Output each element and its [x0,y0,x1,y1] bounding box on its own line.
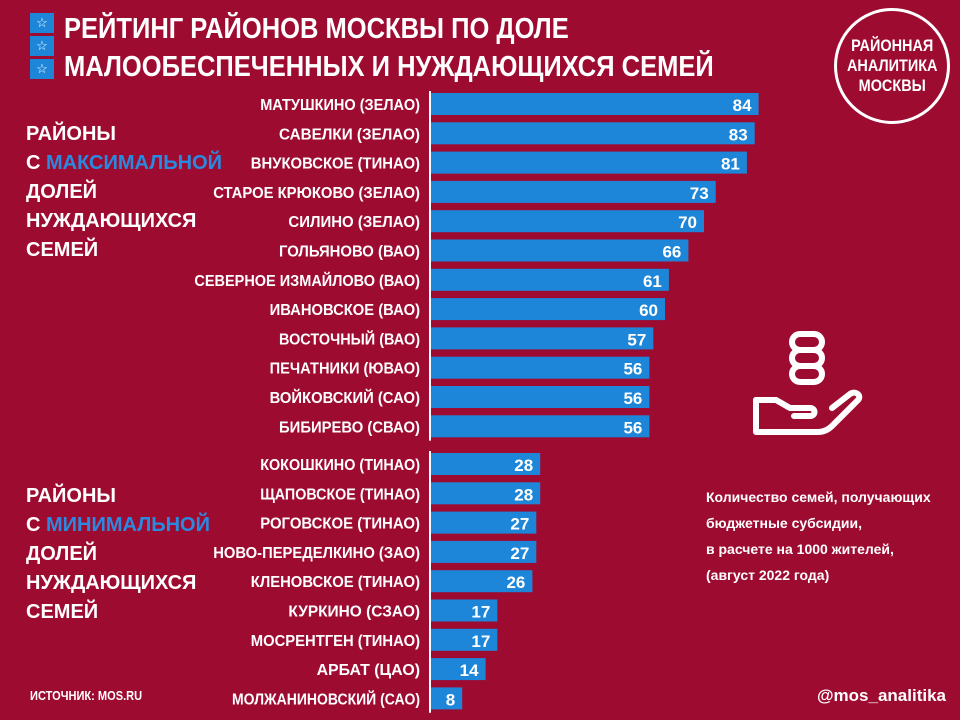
category-label: ИВАНОВСКОЕ (ВАО) [270,302,420,319]
side-label-line: СЕМЕЙ [26,601,99,623]
source-text: ИСТОЧНИК: MOS.RU [30,688,143,703]
star-icon: ☆ [30,36,54,56]
bar [431,180,716,203]
category-label: СЕВЕРНОЕ ИЗМАЙЛОВО (ВАО) [194,271,420,290]
coins-in-hand-icon [753,331,863,435]
side-label-prefix: С [26,152,46,174]
star-icon: ☆ [30,59,54,79]
category-label: РОГОВСКОЕ (ТИНАО) [260,516,420,533]
side-label-line: С МИНИМАЛЬНОЙ [26,511,210,540]
category-label: ГОЛЬЯНОВО (ВАО) [279,244,420,261]
bar [431,122,755,145]
bar [431,327,654,350]
category-label: МОЛЖАНИНОВСКИЙ (САО) [232,689,420,708]
bar [431,482,541,505]
star-icon: ☆ [30,13,54,33]
bar [431,658,486,681]
category-label: КУРКИНО (СЗАО) [288,604,420,621]
category-label: САВЕЛКИ (ЗЕЛАО) [279,126,420,143]
bar [431,687,463,710]
category-label: ВОСТОЧНЫЙ (ВАО) [279,329,420,348]
bar-value-label: 66 [662,243,681,262]
title-line-1: РЕЙТИНГ РАЙОНОВ МОСКВЫ ПО ДОЛЕ [64,13,569,45]
side-label-highlight: МИНИМАЛЬНОЙ [46,514,210,536]
side-label-line: РАЙОНЫ [26,485,116,507]
bar [431,628,498,651]
side-label-line: НУЖДАЮЩИХСЯ [26,572,197,594]
side-label-line: РАЙОНЫ [26,123,116,145]
category-label: ПЕЧАТНИКИ (ЮВАО) [270,361,420,378]
bar-value-label: 27 [510,515,529,534]
bar [431,570,533,593]
bar-value-label: 83 [729,125,748,144]
logo-text: РАЙОННАЯ АНАЛИТИКА МОСКВЫ [846,36,938,95]
category-label: ВНУКОВСКОЕ (ТИНАО) [251,156,420,173]
bar [431,298,665,321]
bar [431,356,650,379]
bar [431,268,669,291]
bar [431,210,704,233]
category-label: БИБИРЕВО (СВАО) [279,419,420,436]
bar-value-label: 27 [510,544,529,563]
bar-value-label: 70 [678,213,697,232]
bar-value-label: 14 [460,661,479,680]
bar-value-label: 56 [623,418,642,437]
bar [431,239,689,262]
bar [431,540,537,563]
bar-value-label: 81 [721,155,740,174]
side-label-highlight: МАКСИМАЛЬНОЙ [46,152,222,174]
bar-value-label: 56 [623,360,642,379]
side-label-prefix: С [26,514,46,536]
bar-value-label: 28 [514,456,533,475]
category-label: ВОЙКОВСКИЙ (САО) [270,388,420,407]
category-label: АРБАТ (ЦАО) [317,662,420,679]
bar [431,415,650,438]
side-label-max: РАЙОНЫ С МАКСИМАЛЬНОЙ ДОЛЕЙ НУЖДАЮЩИХСЯ … [26,120,222,265]
bar [431,511,537,534]
category-label: ЩАПОВСКОЕ (ТИНАО) [260,486,420,503]
chart-note: Количество семей, получающих бюджетные с… [706,489,931,583]
category-label: МАТУШКИНО (ЗЕЛАО) [260,97,420,114]
category-label: НОВО-ПЕРЕДЕЛКИНО (ЗАО) [213,545,420,562]
side-label-line: ДОЛЕЙ [26,543,98,565]
stars-decoration: ☆ ☆ ☆ [30,13,54,82]
bar [431,453,541,475]
bar-value-label: 28 [514,485,533,504]
bar-value-label: 26 [506,573,525,592]
bar-value-label: 84 [733,96,752,115]
bar-value-label: 61 [643,272,662,291]
bar [431,151,747,174]
category-label: МОСРЕНТГЕН (ТИНАО) [251,633,420,650]
bar-value-label: 56 [623,389,642,408]
side-label-line: СЕМЕЙ [26,239,99,261]
bar-value-label: 73 [690,184,709,203]
social-handle: @mos_analitika [816,686,946,705]
bar-value-label: 60 [639,301,658,320]
category-label: СИЛИНО (ЗЕЛАО) [288,214,420,231]
bar [431,599,498,622]
category-label: КОКОШКИНО (ТИНАО) [260,457,420,474]
side-label-line: ДОЛЕЙ [26,181,98,203]
side-label-min: РАЙОНЫ С МИНИМАЛЬНОЙ ДОЛЕЙ НУЖДАЮЩИХСЯ С… [26,482,210,627]
category-label: КЛЕНОВСКОЕ (ТИНАО) [251,574,420,591]
side-label-line: НУЖДАЮЩИХСЯ [26,210,197,232]
bar-value-label: 8 [446,690,455,709]
side-label-line: С МАКСИМАЛЬНОЙ [26,149,222,178]
bar [431,93,759,115]
bar-value-label: 17 [471,603,490,622]
logo: РАЙОННАЯ АНАЛИТИКА МОСКВЫ [834,8,950,124]
category-label: СТАРОЕ КРЮКОВО (ЗЕЛАО) [213,185,420,202]
bar [431,386,650,408]
bar-value-label: 17 [471,632,490,651]
bar-value-label: 57 [627,330,646,349]
